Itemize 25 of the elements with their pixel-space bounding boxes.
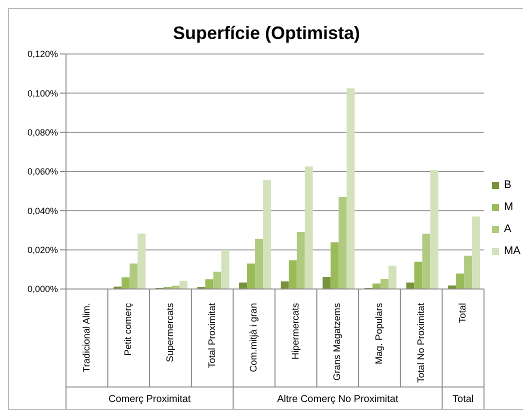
x-tick-label: Supermercats [165,302,176,362]
y-tick-label: 0,120% [27,49,58,60]
y-tick-label: 0,040% [27,206,58,216]
legend-label: M [504,201,514,213]
legend-label: MA [504,245,520,257]
x-tick-label: Total No Proximitat [416,302,427,383]
x-tick-label: Com.mitjà i gran [248,303,260,372]
legend-label: B [504,179,512,191]
text: Total [452,394,474,405]
x-tick-label: Total [458,303,469,324]
y-tick-label: 0,000% [27,284,58,294]
x-tick-label: Hipermercats [290,302,302,360]
legend-label: A [504,223,512,235]
y-tick-label: 0,060% [27,166,58,177]
x-tick-label: Tradicional Alim. [81,303,92,372]
x-tick-label: Mag. Populars [374,302,385,364]
text: Altre Comerç No Proximitat [277,394,398,405]
text: Comerç Proximitat [108,394,191,405]
x-tick-label: Grans Magatzems [332,302,344,381]
chart-title: Superfície (Optimista) [172,23,362,44]
y-tick-label: 0,020% [27,245,58,256]
x-tick-label: Total Proximitat [206,302,218,368]
x-tick-label: Petit comerç [123,302,134,356]
y-tick-label: 0,100% [27,88,58,98]
y-tick-label: 0,080% [27,128,58,138]
